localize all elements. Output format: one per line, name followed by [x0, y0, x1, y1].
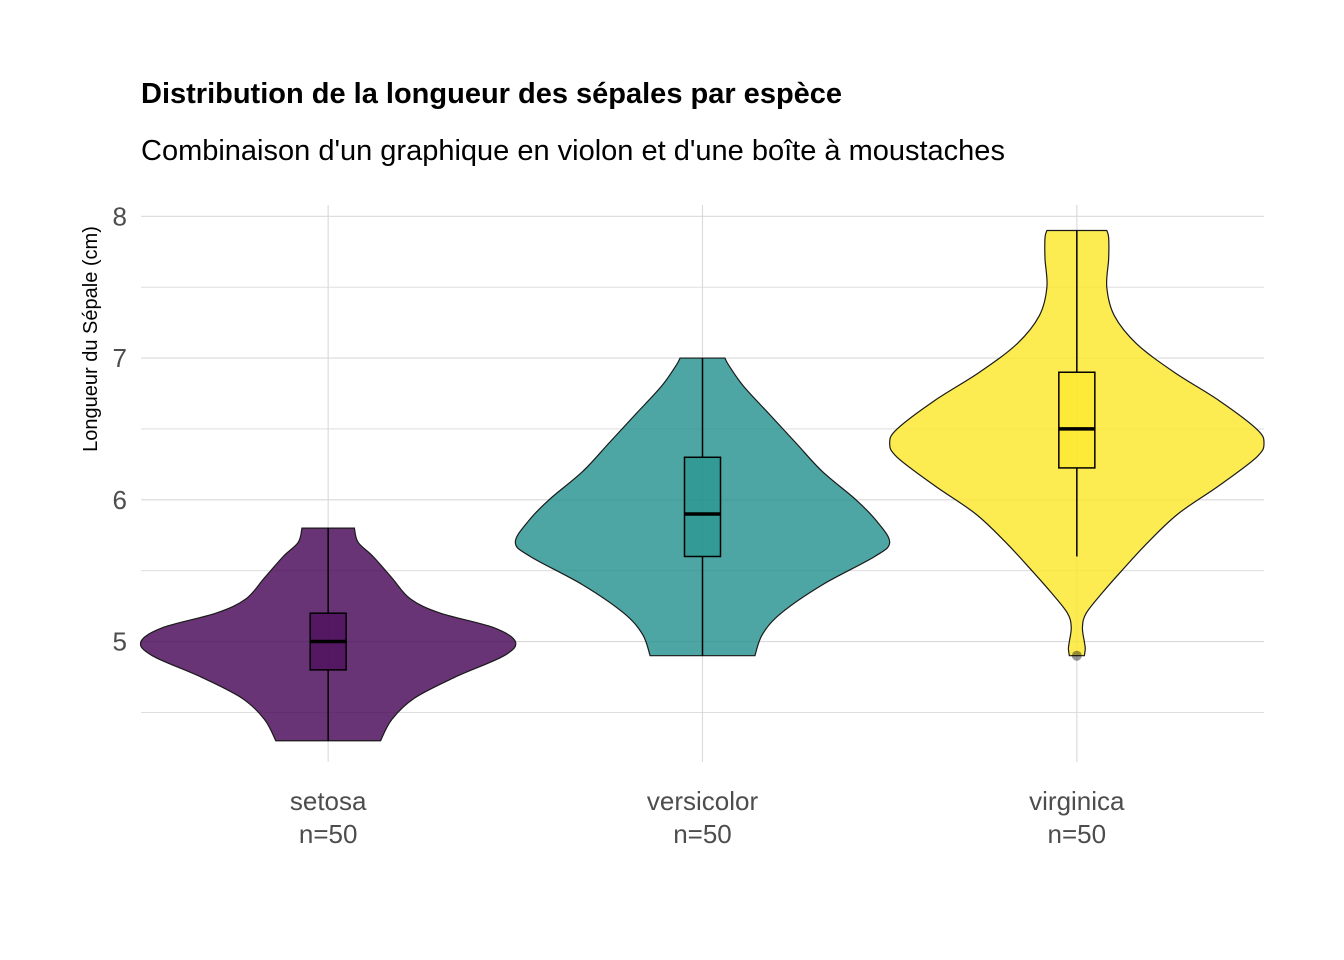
y-tick-label-3: 8: [113, 201, 127, 231]
y-tick-label-0: 5: [113, 627, 127, 657]
x-tick-label-virginica-0: virginica: [1029, 786, 1125, 816]
violin-group-setosa: [139, 527, 517, 742]
box-virginica: [1058, 371, 1096, 469]
box-versicolor: [683, 456, 722, 558]
violin-group-versicolor: [514, 357, 891, 657]
y-tick-labels: 5 6 7 8: [113, 201, 127, 656]
x-tick-label-virginica-1: n=50: [1048, 819, 1107, 849]
y-tick-label-2: 7: [113, 343, 127, 373]
y-tick-label-1: 6: [113, 485, 127, 515]
violin-group-virginica: [889, 229, 1265, 661]
violins: [139, 229, 1265, 742]
outlier-virginica-0: [1071, 650, 1082, 661]
x-tick-label-setosa-0: setosa: [290, 786, 367, 816]
chart-subtitle: Combinaison d'un graphique en violon et …: [141, 135, 1005, 167]
y-axis-label: Longueur du Sépale (cm): [80, 226, 102, 452]
x-tick-label-setosa-1: n=50: [299, 819, 358, 849]
x-tick-label-versicolor-1: n=50: [673, 819, 732, 849]
chart-title: Distribution de la longueur des sépales …: [141, 78, 842, 110]
x-tick-label-versicolor-0: versicolor: [647, 786, 759, 816]
